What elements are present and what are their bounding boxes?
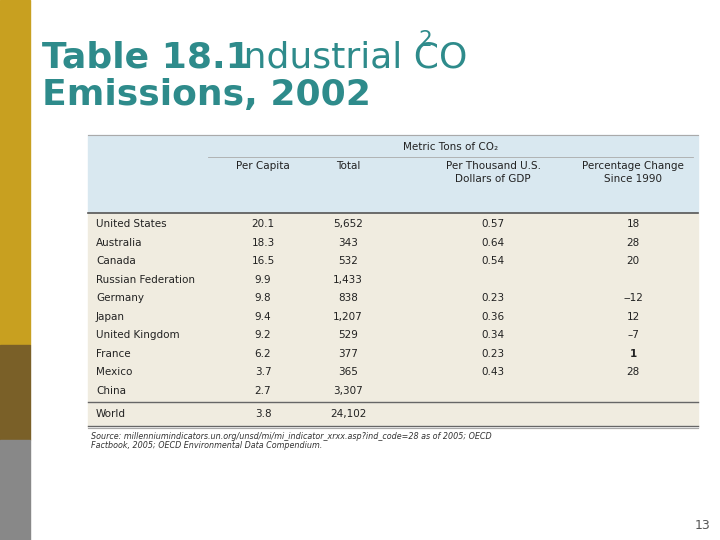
Bar [88,426,698,428]
Text: 12: 12 [626,312,639,322]
Text: 532: 532 [338,256,358,266]
Text: 1: 1 [629,349,636,359]
Bar [0,345,30,440]
Text: 377: 377 [338,349,358,359]
Text: Industrial CO: Industrial CO [210,40,467,74]
Text: Per Capita: Per Capita [236,161,290,171]
Text: 24,102: 24,102 [330,409,366,419]
Text: 1,433: 1,433 [333,275,363,285]
Bar [0,440,30,540]
Text: 9.4: 9.4 [255,312,271,322]
Text: 0.23: 0.23 [482,293,505,303]
Text: 20: 20 [626,256,639,266]
Text: 0.43: 0.43 [482,367,505,377]
Text: 365: 365 [338,367,358,377]
Text: Mexico: Mexico [96,367,132,377]
Text: 18.3: 18.3 [251,238,274,248]
Text: Per Thousand U.S.
Dollars of GDP: Per Thousand U.S. Dollars of GDP [446,161,541,184]
Text: Germany: Germany [96,293,144,303]
Text: Emissions, 2002: Emissions, 2002 [42,78,371,112]
Text: United Kingdom: United Kingdom [96,330,179,340]
Text: France: France [96,349,130,359]
Text: 2: 2 [418,30,432,50]
Text: Russian Federation: Russian Federation [96,275,195,285]
Text: 18: 18 [626,219,639,229]
Bar [0,0,30,345]
Text: 0.64: 0.64 [482,238,505,248]
Text: 0.36: 0.36 [482,312,505,322]
Bar [88,135,698,213]
Text: Total: Total [336,161,360,171]
Text: 9.2: 9.2 [255,330,271,340]
Text: World: World [96,409,126,419]
Text: 0.54: 0.54 [482,256,505,266]
Text: 9.8: 9.8 [255,293,271,303]
Text: China: China [96,386,126,396]
Text: 3,307: 3,307 [333,386,363,396]
Text: Canada: Canada [96,256,136,266]
Text: 3.7: 3.7 [255,367,271,377]
Text: Table 18.1: Table 18.1 [42,40,251,74]
Text: 28: 28 [626,367,639,377]
Text: Metric Tons of CO₂: Metric Tons of CO₂ [403,142,498,152]
Text: 9.9: 9.9 [255,275,271,285]
Text: 1,207: 1,207 [333,312,363,322]
Text: Percentage Change
Since 1990: Percentage Change Since 1990 [582,161,684,184]
Text: 838: 838 [338,293,358,303]
Text: 529: 529 [338,330,358,340]
Text: 2.7: 2.7 [255,386,271,396]
Text: ‒12: ‒12 [623,293,643,303]
Text: United States: United States [96,219,166,229]
Text: 13: 13 [694,519,710,532]
Text: Japan: Japan [96,312,125,322]
Text: 5,652: 5,652 [333,219,363,229]
Text: 343: 343 [338,238,358,248]
Text: 0.23: 0.23 [482,349,505,359]
Bar [88,213,698,428]
Text: Australia: Australia [96,238,143,248]
Text: Factbook, 2005; OECD Environmental Data Compendium.: Factbook, 2005; OECD Environmental Data … [91,441,323,450]
Text: 16.5: 16.5 [251,256,274,266]
Text: 20.1: 20.1 [251,219,274,229]
Text: 0.57: 0.57 [482,219,505,229]
Text: 6.2: 6.2 [255,349,271,359]
Text: 28: 28 [626,238,639,248]
Text: 3.8: 3.8 [255,409,271,419]
Text: –7: –7 [627,330,639,340]
Text: Source: millenniumindicators.un.org/unsd/mi/mi_indicator_xrxx.asp?ind_code=28 as: Source: millenniumindicators.un.org/unsd… [91,432,492,441]
Text: 0.34: 0.34 [482,330,505,340]
